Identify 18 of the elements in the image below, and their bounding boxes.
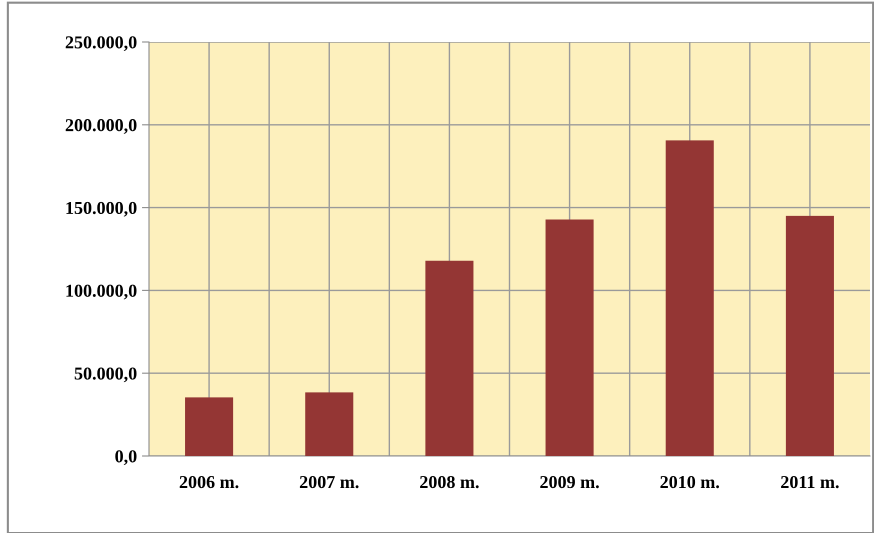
bar	[185, 397, 234, 456]
y-tick-label: 150.000,0	[66, 202, 137, 217]
y-tick-label: 100.000,0	[66, 284, 137, 300]
x-tick-label: 2008 m.	[420, 476, 479, 488]
bar	[666, 140, 714, 456]
bar	[305, 392, 354, 456]
bar	[786, 216, 834, 456]
y-tick-label: 250.000,0	[66, 36, 137, 52]
x-tick-label: 2011 m.	[781, 476, 839, 488]
x-tick-label: 2006 m.	[180, 476, 238, 488]
x-tick-label: 2009 m.	[540, 476, 599, 488]
x-tick-label: 2007 m.	[300, 476, 359, 488]
x-tick-label: 2010 m.	[660, 476, 720, 488]
bar	[425, 260, 474, 456]
y-tick-label: 50.000,0	[74, 367, 137, 382]
y-tick-label: 200.000,0	[66, 119, 137, 134]
bar	[546, 220, 594, 456]
y-tick-label: 0,0	[115, 450, 137, 466]
